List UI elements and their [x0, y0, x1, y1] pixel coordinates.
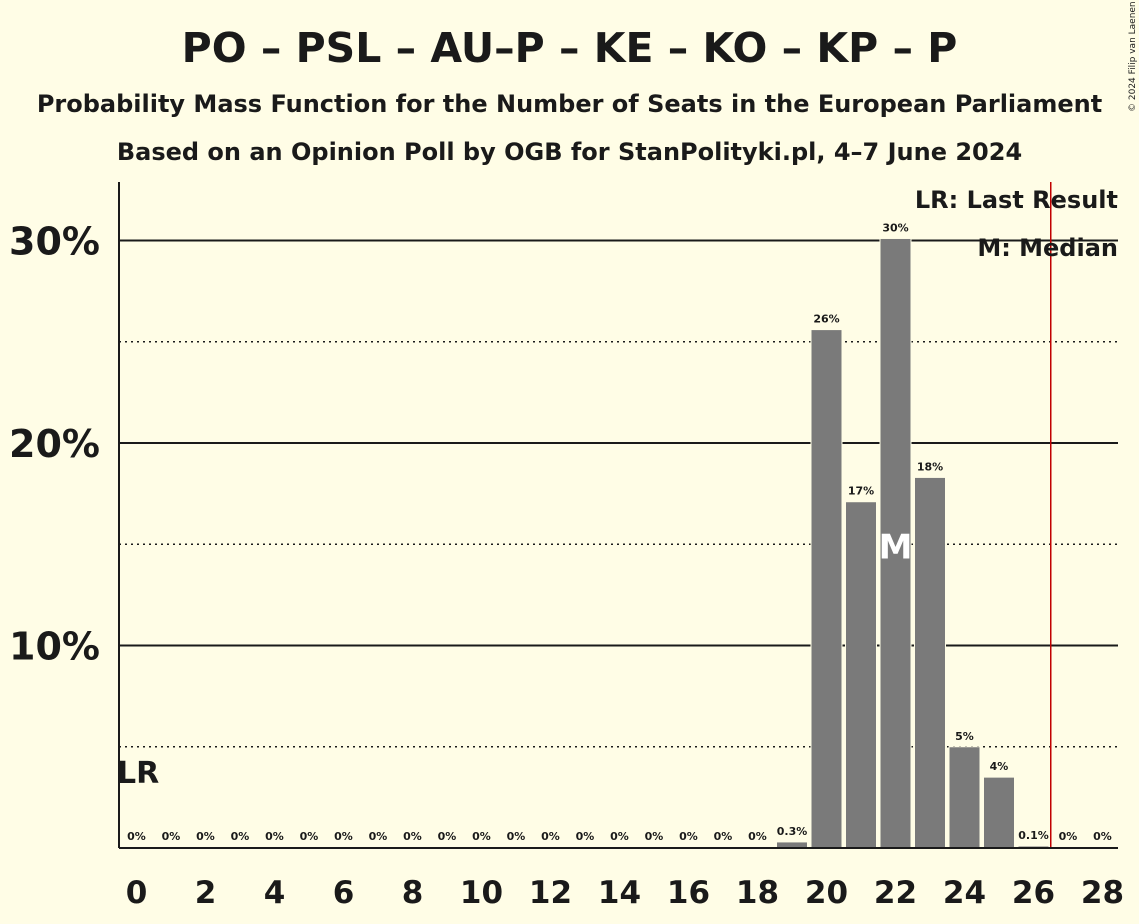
bar-data-label: 0.1% — [1018, 829, 1049, 842]
x-tick-label: 0 — [126, 875, 148, 911]
bar-data-label: 0% — [610, 830, 629, 843]
bar-data-label: 17% — [848, 485, 874, 498]
x-tick-label: 12 — [529, 875, 572, 911]
bar-data-label: 0% — [334, 830, 353, 843]
bar-data-label: 0% — [127, 830, 146, 843]
bar — [983, 776, 1015, 849]
bar-data-label: 0% — [369, 830, 388, 843]
bar-data-label: 4% — [990, 760, 1009, 773]
bar-data-label: 0% — [438, 830, 457, 843]
last-result-marker: LR — [117, 756, 159, 791]
x-tick-label: 16 — [667, 875, 710, 911]
bar — [845, 501, 877, 849]
x-tick-label: 14 — [598, 875, 641, 911]
y-tick-label: 20% — [9, 422, 100, 466]
bar-data-label: 5% — [955, 730, 974, 743]
x-tick-label: 28 — [1081, 875, 1124, 911]
y-tick-label: 10% — [9, 625, 100, 669]
bar-data-label: 30% — [882, 221, 908, 234]
bar-data-label: 0% — [714, 830, 733, 843]
bar-data-label: 18% — [917, 460, 943, 473]
bar-data-label: 0% — [265, 830, 284, 843]
x-tick-label: 6 — [333, 875, 355, 911]
bar-data-label: 0% — [196, 830, 215, 843]
x-tick-label: 24 — [943, 875, 986, 911]
bar-data-label: 0.3% — [777, 825, 808, 838]
x-tick-label: 20 — [805, 875, 848, 911]
bar — [914, 476, 946, 849]
x-tick-label: 22 — [874, 875, 917, 911]
x-tick-label: 4 — [264, 875, 286, 911]
x-tick-label: 26 — [1012, 875, 1055, 911]
bar-data-label: 0% — [748, 830, 767, 843]
x-tick-label: 8 — [402, 875, 424, 911]
bar-data-label: 0% — [1059, 830, 1078, 843]
bar-data-label: 0% — [1093, 830, 1112, 843]
chart-subtitle: Probability Mass Function for the Number… — [36, 90, 1103, 118]
bar-data-label: 0% — [300, 830, 319, 843]
bar-data-label: 0% — [541, 830, 560, 843]
bar — [948, 746, 981, 849]
bar-data-label: 0% — [576, 830, 595, 843]
legend-last-result: LR: Last Result — [914, 186, 1118, 214]
bar-data-label: 0% — [472, 830, 491, 843]
bar-data-label: 0% — [403, 830, 422, 843]
x-tick-label: 18 — [736, 875, 779, 911]
legend-median: M: Median — [977, 234, 1118, 262]
bar-data-label: 0% — [231, 830, 250, 843]
chart-source-subtitle: Based on an Opinion Poll by OGB for Stan… — [116, 138, 1023, 166]
bar — [810, 329, 843, 849]
bar-data-label: 0% — [507, 830, 526, 843]
y-tick-label: 30% — [9, 220, 100, 264]
bar-data-label: 0% — [162, 830, 181, 843]
bar — [879, 237, 912, 849]
bar-data-label: 26% — [813, 313, 839, 326]
bar-data-label: 0% — [679, 830, 698, 843]
x-tick-label: 2 — [195, 875, 217, 911]
x-tick-label: 10 — [460, 875, 503, 911]
chart-title: PO – PSL – AU–P – KE – KO – KP – P — [181, 24, 958, 72]
bar-data-label: 0% — [645, 830, 664, 843]
median-marker: M — [879, 527, 913, 567]
